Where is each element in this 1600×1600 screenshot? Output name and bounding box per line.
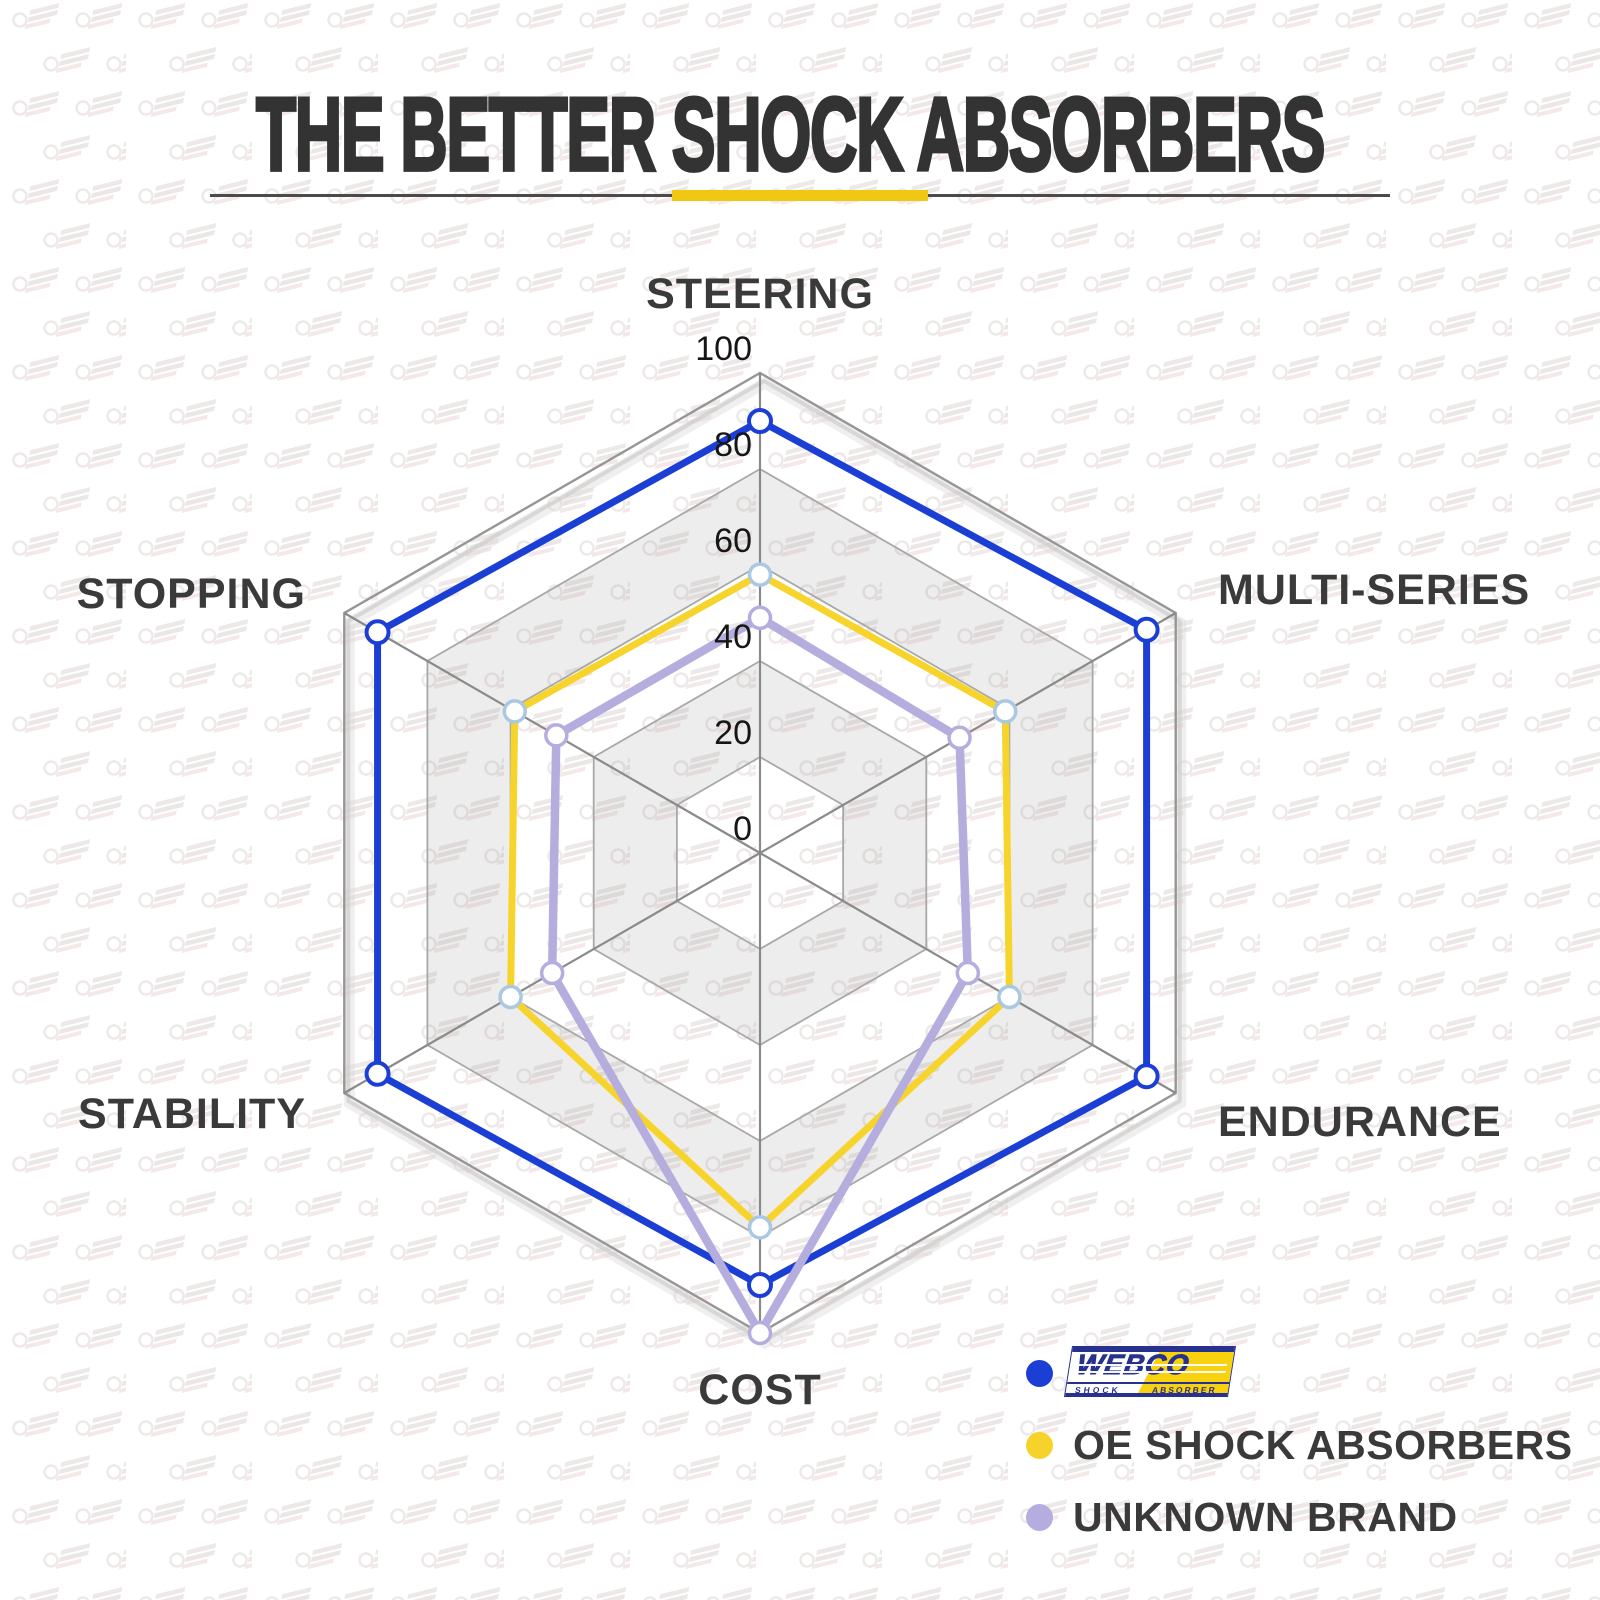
tick-label: 100	[695, 330, 752, 368]
series-marker-0	[364, 1060, 391, 1087]
tick-label: 40	[714, 618, 752, 656]
axis-label-multi-series: MULTI-SERIES	[1218, 566, 1531, 614]
webco-logo-speed-line	[1073, 1371, 1227, 1373]
series-marker-0	[364, 619, 391, 646]
series-marker-0	[1133, 616, 1160, 643]
axis-label-cost: COST	[698, 1366, 822, 1414]
legend-dot-oe	[1026, 1432, 1053, 1459]
series-marker-2	[747, 1320, 773, 1346]
series-marker-1	[747, 1215, 773, 1240]
page-title-text: THE BETTER SHOCK ABSORBERS	[255, 74, 1327, 194]
title-divider-accent	[672, 190, 928, 201]
series-marker-2	[544, 723, 569, 748]
legend-label-oe: OE SHOCK ABSORBERS	[1073, 1422, 1573, 1468]
grid-band	[593, 661, 927, 1045]
series-marker-0	[747, 408, 773, 434]
legend-dot-webco	[1026, 1360, 1053, 1387]
webco-logo: WEBCO SHOCK ABSORBER	[1063, 1346, 1237, 1397]
axis-label-stability: STABILITY	[78, 1090, 306, 1138]
tick-label: 60	[714, 522, 752, 560]
legend-label-unknown: UNKNOWN BRAND	[1073, 1494, 1458, 1540]
series-marker-1	[498, 984, 523, 1010]
series-marker-2	[947, 725, 972, 751]
series-marker-1	[993, 699, 1018, 724]
series-marker-1	[997, 984, 1022, 1010]
series-marker-2	[539, 960, 565, 986]
series-marker-1	[502, 699, 527, 724]
axis-label-stopping: STOPPING	[76, 570, 306, 618]
tick-label: 80	[714, 426, 752, 464]
series-marker-0	[1133, 1063, 1160, 1090]
series-marker-2	[955, 960, 981, 986]
page-title: THE BETTER SHOCK ABSORBERS	[0, 74, 1590, 194]
series-marker-0	[747, 1272, 773, 1298]
axis-label-steering: STEERING	[646, 270, 874, 318]
legend-dot-unknown	[1026, 1504, 1053, 1531]
tick-label: 20	[714, 714, 752, 752]
webco-logo-speed-line	[1074, 1364, 1228, 1366]
series-marker-1	[747, 562, 773, 587]
tick-label: 0	[733, 810, 752, 848]
axis-label-endurance: ENDURANCE	[1218, 1098, 1502, 1146]
webco-logo-rule	[1067, 1382, 1230, 1384]
series-marker-2	[747, 605, 773, 631]
webco-logo-bottom-bar	[1065, 1393, 1228, 1396]
